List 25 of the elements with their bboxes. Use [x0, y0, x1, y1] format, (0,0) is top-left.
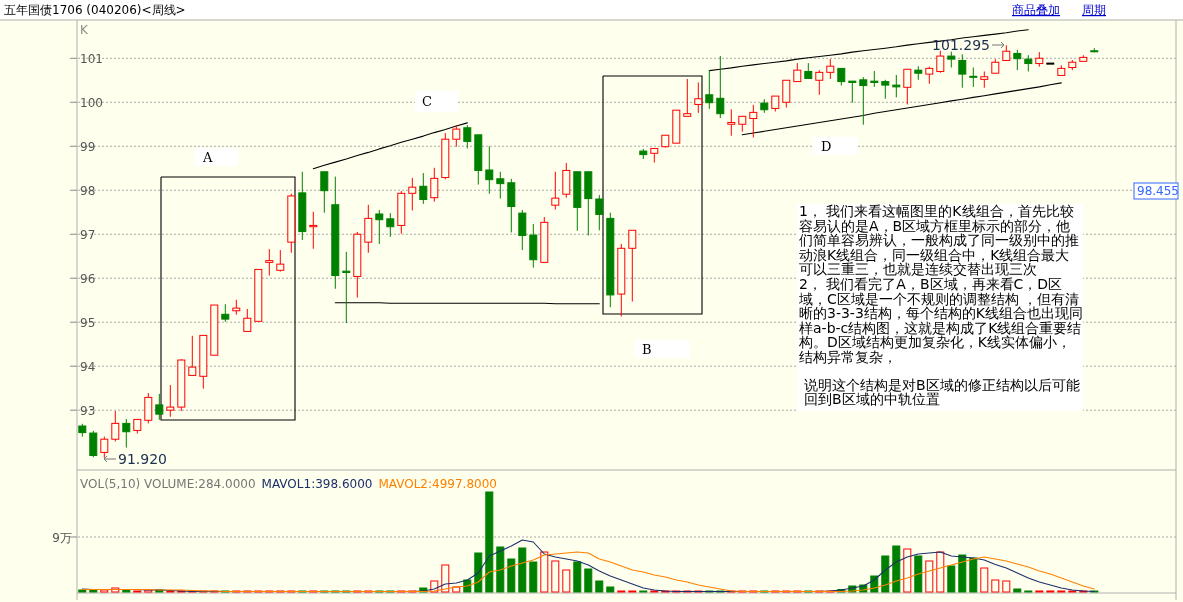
y-tick-label: 99 — [80, 139, 96, 154]
y-tick-label: 94 — [80, 359, 96, 374]
ref-line-label: 9万 — [52, 531, 72, 545]
annotation: C — [422, 94, 432, 109]
text: 98.455 — [1137, 184, 1179, 198]
y-tick-label: 95 — [80, 315, 96, 330]
text: 商品叠加 — [1012, 3, 1060, 17]
text: MAVOL2:4997.8000 — [378, 477, 497, 491]
annotation: 91.920 — [118, 451, 167, 467]
annotation: D — [821, 139, 832, 154]
y-tick-label: 93 — [80, 403, 96, 418]
y-tick-label: 97 — [80, 227, 96, 242]
y-tick-label: 98 — [80, 183, 96, 198]
annotation: B — [642, 342, 652, 357]
y-tick-label: 96 — [80, 271, 96, 286]
annotation: A — [202, 150, 213, 165]
y-tick-label: 100 — [80, 95, 103, 110]
annotation: 101.295 — [932, 37, 990, 53]
text: 周期 — [1082, 3, 1106, 17]
annotation: 说明这个结构是对B区域的修正结构以后可能回到B区域的中轨位置 — [803, 376, 1081, 408]
y-axis-title: K — [80, 23, 89, 37]
chart-title: VOL(5,10) VOLUME:284.0000 — [80, 477, 256, 491]
chart-title: 五年国债1706 (040206)<周线> — [4, 3, 186, 17]
text: MAVOL1:398.6000 — [261, 477, 373, 491]
y-tick-label: 101 — [80, 51, 103, 66]
